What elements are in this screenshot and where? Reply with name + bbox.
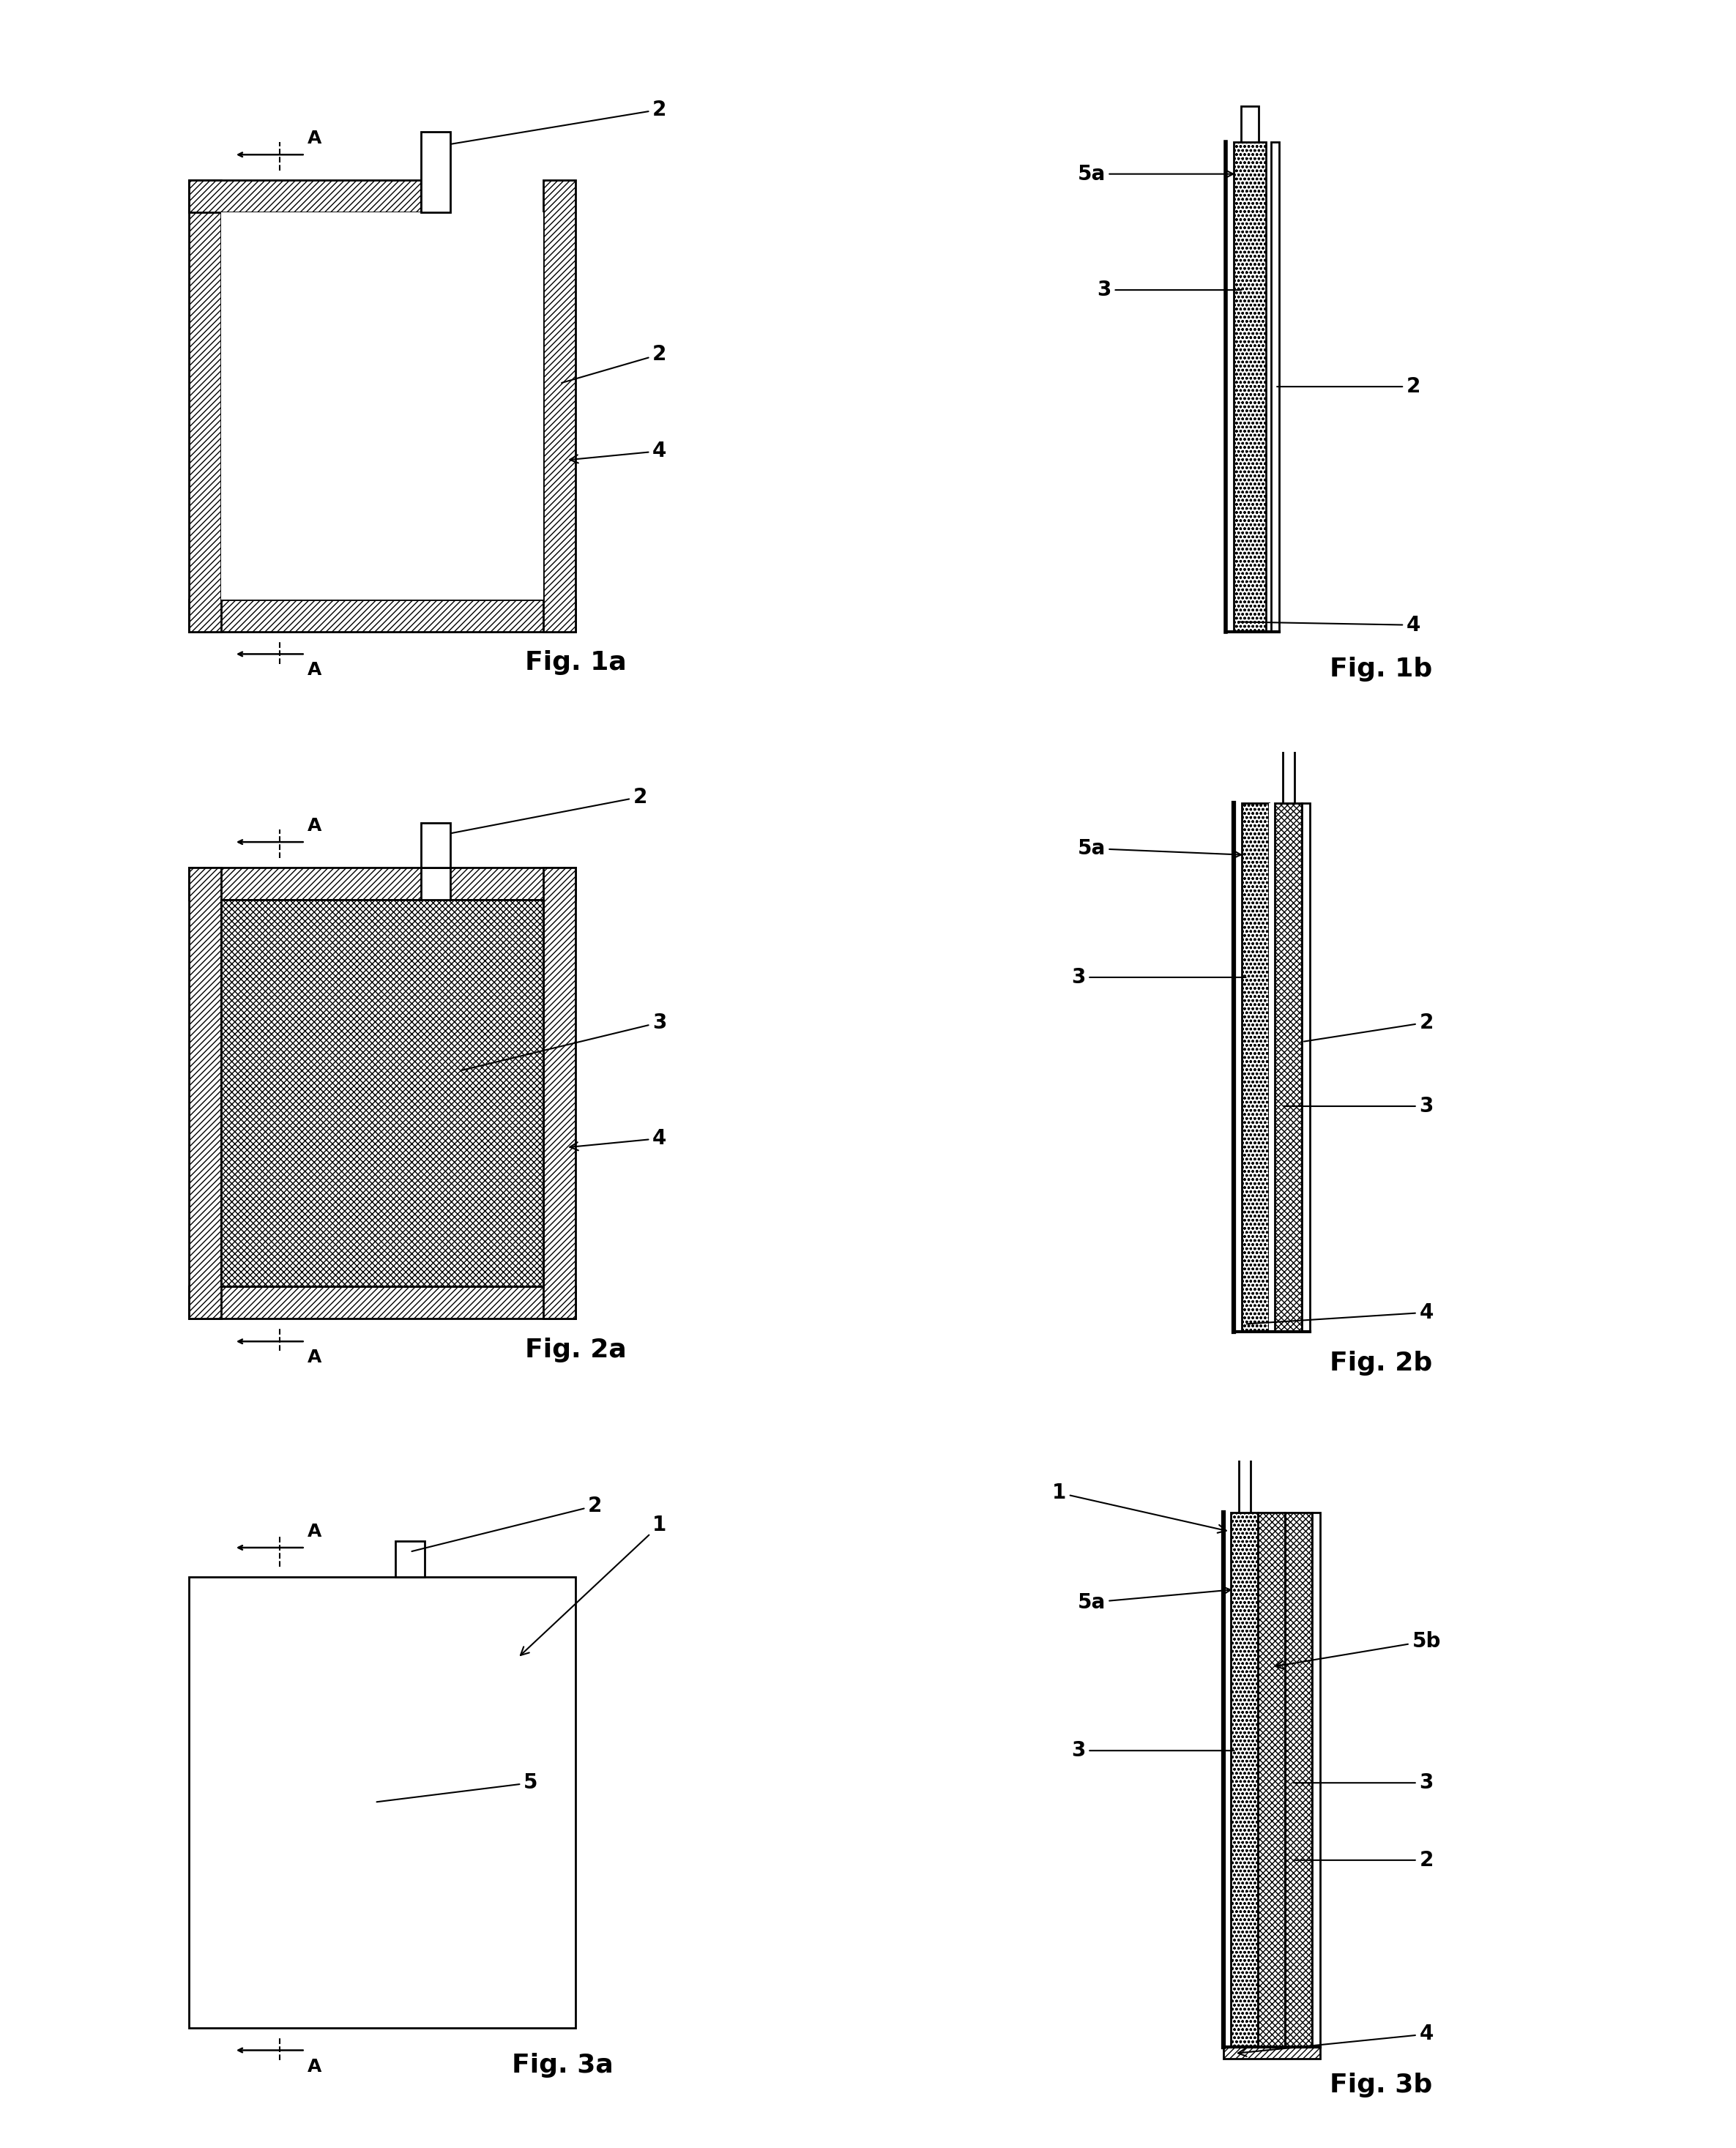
Bar — [1283, 745, 1295, 803]
Text: A: A — [307, 662, 321, 679]
Text: 5: 5 — [377, 1772, 538, 1802]
Text: 2: 2 — [1293, 1849, 1434, 1871]
Text: 4: 4 — [1240, 614, 1420, 636]
Text: Fig. 3b: Fig. 3b — [1330, 2073, 1432, 2096]
Bar — [1231, 1512, 1259, 2047]
Text: 4: 4 — [1246, 1302, 1434, 1323]
Bar — [189, 1577, 576, 2028]
Text: 4: 4 — [569, 1128, 667, 1151]
Bar — [1241, 105, 1259, 142]
Text: 3: 3 — [1071, 967, 1246, 988]
Bar — [189, 868, 220, 1319]
Text: Fig. 1a: Fig. 1a — [524, 651, 627, 674]
Text: 2: 2 — [562, 344, 667, 382]
Bar — [220, 213, 543, 599]
Bar — [189, 180, 220, 632]
Bar — [396, 1542, 424, 1577]
Text: 5b: 5b — [1276, 1630, 1441, 1669]
Bar — [1269, 803, 1274, 1332]
Bar — [1259, 1512, 1285, 2047]
Text: 2: 2 — [411, 1495, 602, 1551]
Bar — [1285, 1512, 1312, 2047]
Text: A: A — [307, 816, 321, 836]
Bar — [1312, 1512, 1319, 2047]
Bar — [1271, 142, 1279, 632]
Text: 4: 4 — [1238, 2023, 1434, 2056]
Text: 5a: 5a — [1078, 163, 1233, 185]
Bar — [189, 1287, 576, 1319]
Text: 2: 2 — [1304, 1012, 1434, 1042]
Bar — [543, 180, 576, 632]
Bar — [422, 131, 450, 213]
Bar — [422, 823, 450, 868]
Text: 5a: 5a — [1078, 1587, 1231, 1613]
Bar — [422, 868, 450, 900]
Text: 3: 3 — [1293, 1772, 1434, 1794]
Bar — [1240, 1448, 1250, 1512]
Text: A: A — [307, 129, 321, 148]
Text: 3: 3 — [462, 1012, 667, 1070]
Text: 3: 3 — [1071, 1740, 1234, 1761]
Text: 4: 4 — [569, 440, 667, 464]
Text: Fig. 3a: Fig. 3a — [512, 2053, 615, 2077]
Text: 3: 3 — [1283, 1095, 1434, 1117]
Bar — [189, 599, 576, 632]
Text: 1: 1 — [521, 1514, 667, 1656]
Text: 2: 2 — [437, 786, 648, 836]
Text: 3: 3 — [1097, 279, 1241, 301]
Bar — [543, 868, 576, 1319]
Bar — [189, 180, 422, 213]
Text: 1: 1 — [1052, 1482, 1226, 1534]
Bar — [220, 900, 543, 1287]
Text: Fig. 1b: Fig. 1b — [1330, 657, 1432, 681]
Bar — [1274, 803, 1302, 1332]
Bar — [1302, 803, 1309, 1332]
Bar — [189, 868, 576, 900]
Text: A: A — [307, 1523, 321, 1540]
Bar — [1234, 142, 1266, 632]
Text: A: A — [307, 1349, 321, 1366]
Text: 2: 2 — [437, 99, 667, 146]
Text: A: A — [307, 2058, 321, 2075]
Text: 5a: 5a — [1078, 838, 1241, 859]
Text: Fig. 2b: Fig. 2b — [1330, 1351, 1432, 1375]
Text: 2: 2 — [1278, 376, 1420, 397]
Bar — [1241, 803, 1269, 1332]
Text: Fig. 2a: Fig. 2a — [524, 1338, 627, 1362]
Bar — [1224, 2047, 1319, 2058]
